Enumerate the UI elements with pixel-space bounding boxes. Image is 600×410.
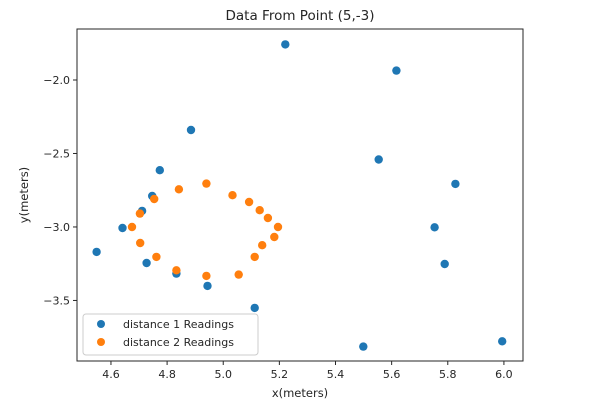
data-point xyxy=(451,179,460,189)
x-tick-label: 5.0 xyxy=(214,368,232,381)
data-point xyxy=(172,266,181,275)
data-point xyxy=(155,166,164,175)
data-point xyxy=(92,247,101,257)
data-point xyxy=(203,281,212,291)
data-point xyxy=(263,213,273,223)
y-tick-label: −2.5 xyxy=(43,147,70,160)
x-tick-label: 6.0 xyxy=(495,368,513,381)
x-tick-label: 5.4 xyxy=(327,368,345,381)
data-point xyxy=(273,222,283,232)
data-point xyxy=(152,252,161,262)
y-tick-label: −3.0 xyxy=(43,221,70,234)
data-point xyxy=(127,222,137,232)
legend: distance 1 Readings distance 2 Readings xyxy=(82,313,259,356)
data-point xyxy=(281,40,290,49)
legend-item-distance-1: distance 1 Readings xyxy=(97,318,234,331)
x-tick-label: 5.8 xyxy=(439,368,457,381)
y-tick-label: −3.5 xyxy=(43,294,70,307)
data-point xyxy=(359,342,368,351)
data-point xyxy=(374,155,383,164)
data-point xyxy=(228,191,237,200)
x-axis-ticks: 4.6 4.8 5.0 5.2 5.4 5.6 5.8 6.0 xyxy=(102,361,513,381)
data-point xyxy=(498,337,507,346)
y-tick-label: −2.0 xyxy=(43,74,70,87)
data-point xyxy=(186,125,196,135)
legend-label-distance-2: distance 2 Readings xyxy=(123,336,234,349)
legend-item-distance-2: distance 2 Readings xyxy=(97,336,234,349)
data-point xyxy=(150,194,159,204)
data-point xyxy=(258,241,267,250)
data-point xyxy=(250,252,259,262)
y-axis-label: y(meters) xyxy=(17,167,31,223)
data-point xyxy=(202,271,211,281)
data-point xyxy=(136,238,145,248)
x-axis-label: x(meters) xyxy=(272,386,328,400)
data-point xyxy=(174,185,184,194)
data-point xyxy=(250,303,259,313)
data-point xyxy=(234,270,243,279)
series-2 xyxy=(127,179,283,281)
data-point xyxy=(255,206,264,215)
x-tick-label: 4.6 xyxy=(102,368,120,381)
plot-area xyxy=(76,28,524,362)
legend-label-distance-1: distance 1 Readings xyxy=(123,318,234,331)
data-points xyxy=(92,40,507,351)
x-tick-label: 4.8 xyxy=(158,368,176,381)
x-tick-label: 5.6 xyxy=(383,368,401,381)
axes-frame xyxy=(76,28,524,362)
legend-marker-blue-icon xyxy=(97,320,105,328)
chart-title: Data From Point (5,-3) xyxy=(226,8,375,24)
data-point xyxy=(430,223,439,232)
x-tick-label: 5.2 xyxy=(271,368,289,381)
plot-background xyxy=(77,29,523,361)
data-point xyxy=(440,259,449,269)
data-point xyxy=(202,179,211,188)
y-axis-ticks: −2.0 −2.5 −3.0 −3.5 xyxy=(43,74,77,307)
legend-box xyxy=(82,313,259,356)
legend-marker-orange-icon xyxy=(97,338,105,346)
data-point xyxy=(270,232,279,242)
data-point xyxy=(142,258,151,268)
data-point xyxy=(118,223,127,233)
data-point xyxy=(392,66,401,75)
data-point xyxy=(135,209,145,218)
data-point xyxy=(244,197,254,207)
